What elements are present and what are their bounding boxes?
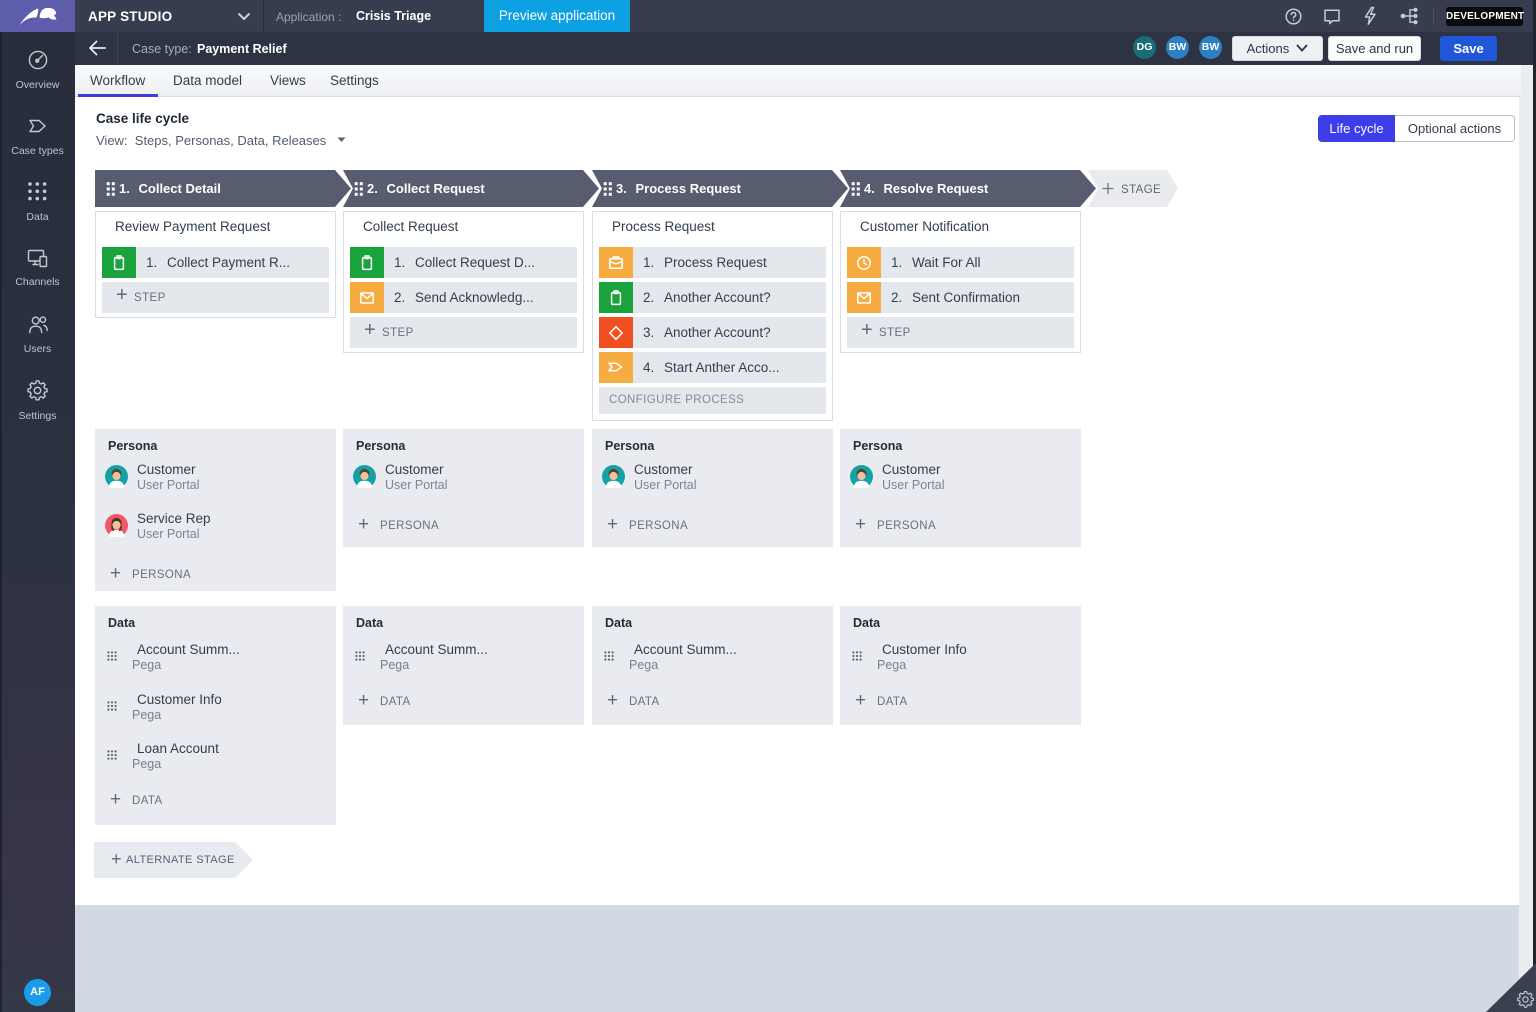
svg-text:4.: 4.	[864, 181, 875, 196]
svg-text:3.: 3.	[616, 181, 627, 196]
svg-text:Resolve Request: Resolve Request	[884, 181, 989, 196]
svg-text:STAGE: STAGE	[1121, 184, 1161, 196]
svg-text:1.: 1.	[119, 181, 130, 196]
svg-text:Collect Request: Collect Request	[387, 181, 486, 196]
svg-text:Collect Detail: Collect Detail	[139, 181, 221, 196]
svg-text:2.: 2.	[367, 181, 378, 196]
svg-text:Process Request: Process Request	[636, 181, 742, 196]
